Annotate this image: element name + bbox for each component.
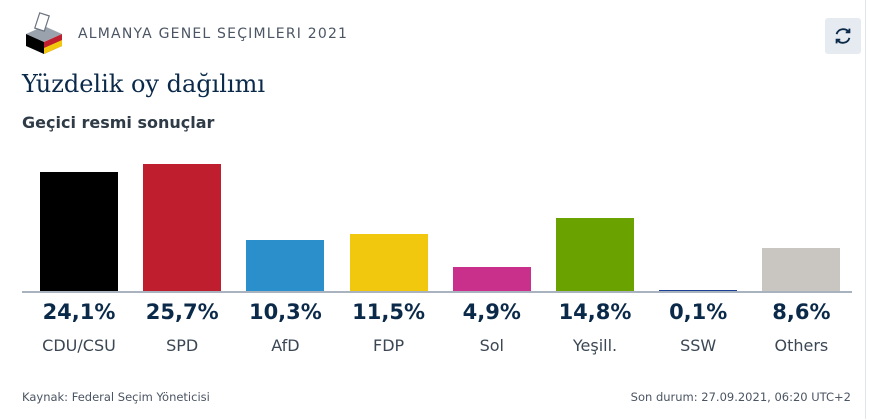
bar-chart: 24,1% CDU/CSU 25,7% SPD 10,3% AfD 11,5% FDP 4,9%… <box>22 150 852 370</box>
bar <box>40 171 118 291</box>
bar-category-label: CDU/CSU <box>42 336 116 355</box>
app-title: ALMANYA GENEL SEÇIMLERI 2021 <box>78 26 349 42</box>
page-title: Yüzdelik oy dağılımı <box>22 70 266 98</box>
bar <box>556 217 634 291</box>
bar-column: 8,6% Others <box>762 150 866 370</box>
bar-column: 0,1% SSW <box>659 150 763 370</box>
source-text: Kaynak: Federal Seçim Yöneticisi <box>22 390 210 404</box>
bar <box>452 266 531 291</box>
bar-value-label: 4,9% <box>462 300 521 324</box>
page-subtitle: Geçici resmi sonuçlar <box>22 113 215 132</box>
bar-value-label: 14,8% <box>558 300 632 324</box>
bar-category-label: Others <box>774 336 829 355</box>
bar-category-label: FDP <box>373 336 405 355</box>
bar-column: 14,8% Yeşill. <box>556 150 660 370</box>
chart-baseline <box>22 291 852 293</box>
header: ALMANYA GENEL SEÇIMLERI 2021 <box>0 0 866 60</box>
bar <box>143 163 222 291</box>
bar-column: 25,7% SPD <box>143 150 247 370</box>
bar <box>762 248 841 291</box>
bar-value-label: 24,1% <box>42 300 116 324</box>
bar-value-label: 0,1% <box>669 300 728 324</box>
bar-column: 24,1% CDU/CSU <box>40 150 144 370</box>
bar-category-label: AfD <box>271 336 300 355</box>
bar-category-label: Yeşill. <box>572 336 618 355</box>
bar <box>246 240 325 291</box>
bar <box>659 290 738 291</box>
bar-value-label: 25,7% <box>145 300 219 324</box>
bar <box>349 234 428 291</box>
bar-value-label: 10,3% <box>248 300 322 324</box>
ballot-box-icon <box>26 12 62 54</box>
refresh-icon <box>835 28 851 44</box>
bar-column: 4,9% Sol <box>452 150 557 370</box>
bar-category-label: SPD <box>166 336 199 355</box>
bar-column: 10,3% AfD <box>246 150 350 370</box>
bar-value-label: 8,6% <box>772 300 831 324</box>
bar-value-label: 11,5% <box>352 300 426 324</box>
last-updated-text: Son durum: 27.09.2021, 06:20 UTC+2 <box>630 390 851 404</box>
refresh-button[interactable] <box>825 18 861 54</box>
bar-category-label: SSW <box>680 336 717 355</box>
bar-category-label: Sol <box>479 336 504 355</box>
bar-column: 11,5% FDP <box>349 150 454 370</box>
